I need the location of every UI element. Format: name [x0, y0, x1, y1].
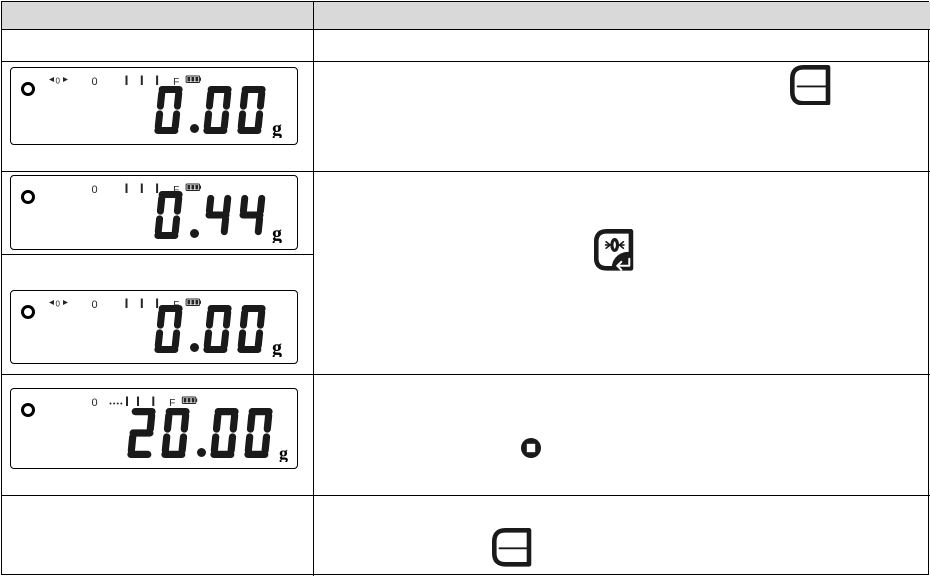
- svg-text:g: g: [272, 223, 282, 243]
- svg-text:0: 0: [92, 299, 98, 311]
- svg-text:0: 0: [92, 76, 98, 88]
- svg-text:0: 0: [92, 184, 98, 196]
- svg-text:g: g: [279, 443, 288, 462]
- svg-text:0: 0: [92, 397, 98, 409]
- svg-text:0: 0: [56, 77, 61, 86]
- svg-text:g: g: [272, 337, 282, 357]
- svg-text:0: 0: [56, 300, 61, 309]
- svg-text:g: g: [272, 118, 282, 138]
